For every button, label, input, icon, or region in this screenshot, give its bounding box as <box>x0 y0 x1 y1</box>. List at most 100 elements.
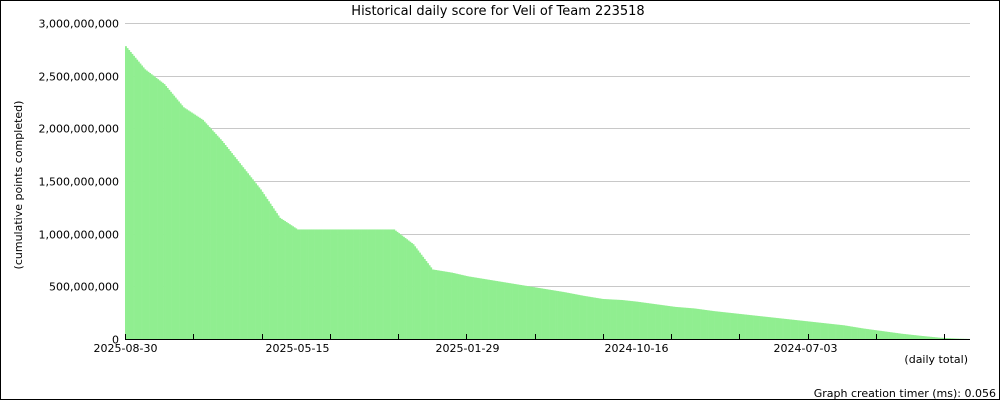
daily-bar <box>669 306 672 339</box>
daily-bar <box>777 318 780 339</box>
daily-bar <box>706 310 709 339</box>
daily-bar <box>454 273 457 339</box>
daily-bar <box>488 279 490 339</box>
daily-bar <box>696 308 699 339</box>
daily-bar <box>293 227 296 339</box>
daily-bar <box>507 282 510 339</box>
daily-bar <box>876 330 879 339</box>
daily-bar <box>892 332 895 339</box>
y-tick-label: 1,000,000,000 <box>39 229 119 242</box>
daily-bar <box>552 290 555 339</box>
daily-bar <box>581 295 584 339</box>
daily-bar <box>499 281 502 339</box>
y-tick-label: 500,000,000 <box>49 281 119 294</box>
daily-bar <box>695 308 698 339</box>
daily-bar <box>621 300 624 339</box>
daily-bar <box>369 229 372 339</box>
daily-bar <box>195 115 198 340</box>
daily-bar <box>883 331 886 339</box>
daily-bar <box>380 229 383 339</box>
daily-bar <box>480 278 482 339</box>
daily-bar <box>847 326 850 339</box>
daily-bar <box>868 329 871 339</box>
daily-bar <box>332 229 335 339</box>
daily-bar <box>952 338 955 339</box>
daily-bar <box>163 84 166 340</box>
daily-bar <box>500 281 503 339</box>
daily-bar <box>308 229 311 339</box>
daily-bar <box>320 229 323 339</box>
daily-bar <box>937 337 940 339</box>
daily-bar <box>688 308 691 339</box>
daily-bar <box>822 323 825 339</box>
daily-bar <box>463 275 466 339</box>
daily-bar <box>443 271 445 339</box>
daily-bar <box>194 114 196 339</box>
daily-bar <box>133 55 135 339</box>
daily-bar <box>809 321 812 339</box>
daily-bar <box>415 248 418 339</box>
daily-bar <box>921 335 924 339</box>
daily-bar <box>722 312 725 339</box>
daily-bar <box>656 304 659 339</box>
daily-bar <box>229 151 232 339</box>
daily-bar <box>425 261 428 339</box>
daily-bar <box>671 306 674 339</box>
daily-bar <box>759 316 762 339</box>
daily-bar <box>733 313 736 339</box>
daily-bar <box>256 185 259 339</box>
daily-bar <box>531 286 534 339</box>
daily-bar <box>836 324 839 339</box>
daily-bar <box>692 308 694 339</box>
daily-bar <box>200 118 203 339</box>
daily-bar <box>774 317 776 339</box>
daily-bar <box>785 318 788 339</box>
daily-bar <box>743 314 746 339</box>
x-tick-label: 2025-01-29 <box>436 342 500 355</box>
daily-bar <box>157 79 160 339</box>
daily-bar <box>561 291 564 339</box>
daily-bar <box>192 113 195 339</box>
daily-bar <box>602 298 605 339</box>
daily-bar <box>677 307 680 339</box>
daily-bar <box>867 329 870 339</box>
daily-bar <box>541 288 543 339</box>
daily-bar <box>251 179 254 339</box>
daily-bar <box>202 119 205 339</box>
daily-bar <box>616 299 619 339</box>
daily-bar <box>296 229 299 339</box>
daily-bar <box>197 116 200 339</box>
daily-bar <box>735 313 738 339</box>
daily-bar <box>851 326 854 339</box>
daily-bar <box>190 112 193 340</box>
daily-bar <box>674 306 677 339</box>
daily-bar <box>592 297 595 339</box>
daily-bar <box>248 175 251 339</box>
daily-bar <box>494 280 497 339</box>
daily-bar <box>390 229 392 339</box>
daily-bar <box>243 169 246 339</box>
daily-bar <box>288 224 291 339</box>
daily-bar <box>925 336 927 339</box>
daily-bar <box>717 311 720 339</box>
daily-bar <box>534 287 537 339</box>
daily-bar <box>812 321 815 339</box>
daily-bar <box>905 334 908 339</box>
daily-bar <box>563 292 566 339</box>
daily-bar <box>439 270 442 339</box>
daily-bar <box>923 336 926 339</box>
daily-bar <box>947 338 950 339</box>
daily-bar <box>566 292 569 339</box>
daily-bar <box>525 285 527 339</box>
daily-bar <box>642 302 645 339</box>
x-tick-label: 2024-10-16 <box>605 342 669 355</box>
daily-bar <box>838 324 841 339</box>
daily-bar <box>571 293 574 339</box>
daily-bar <box>635 301 638 339</box>
daily-bar <box>931 336 934 339</box>
daily-bar <box>939 337 942 339</box>
daily-bar <box>181 105 184 339</box>
daily-bar <box>512 283 515 339</box>
daily-bar <box>348 229 351 339</box>
daily-bar <box>627 300 630 339</box>
